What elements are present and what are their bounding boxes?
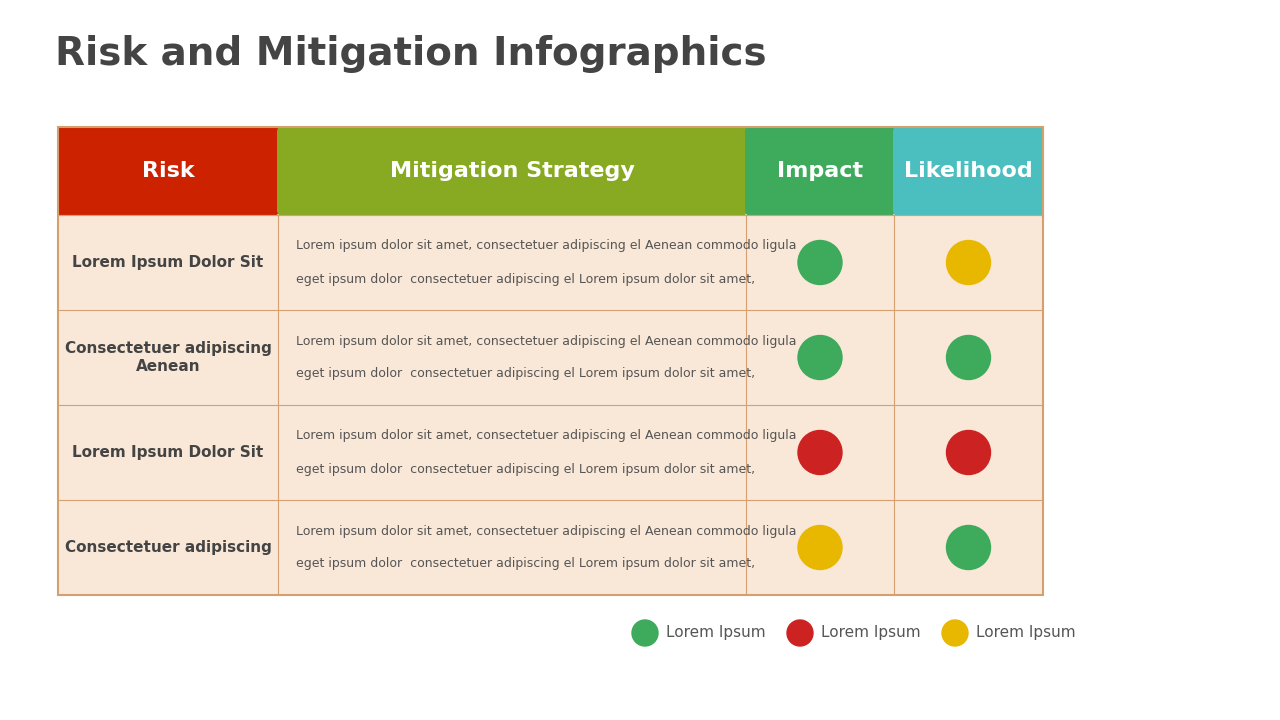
Text: Lorem ipsum dolor sit amet, consectetuer adipiscing el Aenean commodo ligula: Lorem ipsum dolor sit amet, consectetuer… (296, 335, 796, 348)
Circle shape (797, 336, 842, 379)
Text: Mitigation Strategy: Mitigation Strategy (389, 161, 635, 181)
Circle shape (946, 431, 991, 474)
Text: Lorem Ipsum Dolor Sit: Lorem Ipsum Dolor Sit (73, 445, 264, 460)
Text: eget ipsum dolor  consectetuer adipiscing el Lorem ipsum dolor sit amet,: eget ipsum dolor consectetuer adipiscing… (296, 557, 755, 570)
Circle shape (946, 336, 991, 379)
Circle shape (946, 526, 991, 570)
FancyBboxPatch shape (58, 126, 279, 216)
Text: Impact: Impact (777, 161, 863, 181)
Text: Lorem Ipsum: Lorem Ipsum (977, 626, 1075, 641)
Circle shape (946, 240, 991, 284)
Text: Lorem Ipsum: Lorem Ipsum (666, 626, 765, 641)
Text: eget ipsum dolor  consectetuer adipiscing el Lorem ipsum dolor sit amet,: eget ipsum dolor consectetuer adipiscing… (296, 272, 755, 286)
FancyBboxPatch shape (276, 126, 748, 216)
Text: Lorem ipsum dolor sit amet, consectetuer adipiscing el Aenean commodo ligula: Lorem ipsum dolor sit amet, consectetuer… (296, 240, 796, 253)
Text: Lorem ipsum dolor sit amet, consectetuer adipiscing el Aenean commodo ligula: Lorem ipsum dolor sit amet, consectetuer… (296, 524, 796, 538)
Text: Lorem Ipsum Dolor Sit: Lorem Ipsum Dolor Sit (73, 255, 264, 270)
Text: Lorem Ipsum: Lorem Ipsum (820, 626, 920, 641)
Text: Likelihood: Likelihood (904, 161, 1033, 181)
Text: eget ipsum dolor  consectetuer adipiscing el Lorem ipsum dolor sit amet,: eget ipsum dolor consectetuer adipiscing… (296, 462, 755, 475)
Text: Lorem ipsum dolor sit amet, consectetuer adipiscing el Aenean commodo ligula: Lorem ipsum dolor sit amet, consectetuer… (296, 430, 796, 443)
Circle shape (797, 526, 842, 570)
FancyBboxPatch shape (58, 127, 1043, 595)
Text: eget ipsum dolor  consectetuer adipiscing el Lorem ipsum dolor sit amet,: eget ipsum dolor consectetuer adipiscing… (296, 367, 755, 380)
Circle shape (787, 620, 813, 646)
Circle shape (632, 620, 658, 646)
Text: Risk and Mitigation Infographics: Risk and Mitigation Infographics (55, 35, 767, 73)
Circle shape (797, 431, 842, 474)
FancyBboxPatch shape (745, 126, 895, 216)
Circle shape (942, 620, 968, 646)
FancyBboxPatch shape (893, 126, 1044, 216)
Text: Risk: Risk (142, 161, 195, 181)
Text: Consectetuer adipiscing
Aenean: Consectetuer adipiscing Aenean (64, 341, 271, 374)
Text: Consectetuer adipiscing: Consectetuer adipiscing (64, 540, 271, 555)
Circle shape (797, 240, 842, 284)
